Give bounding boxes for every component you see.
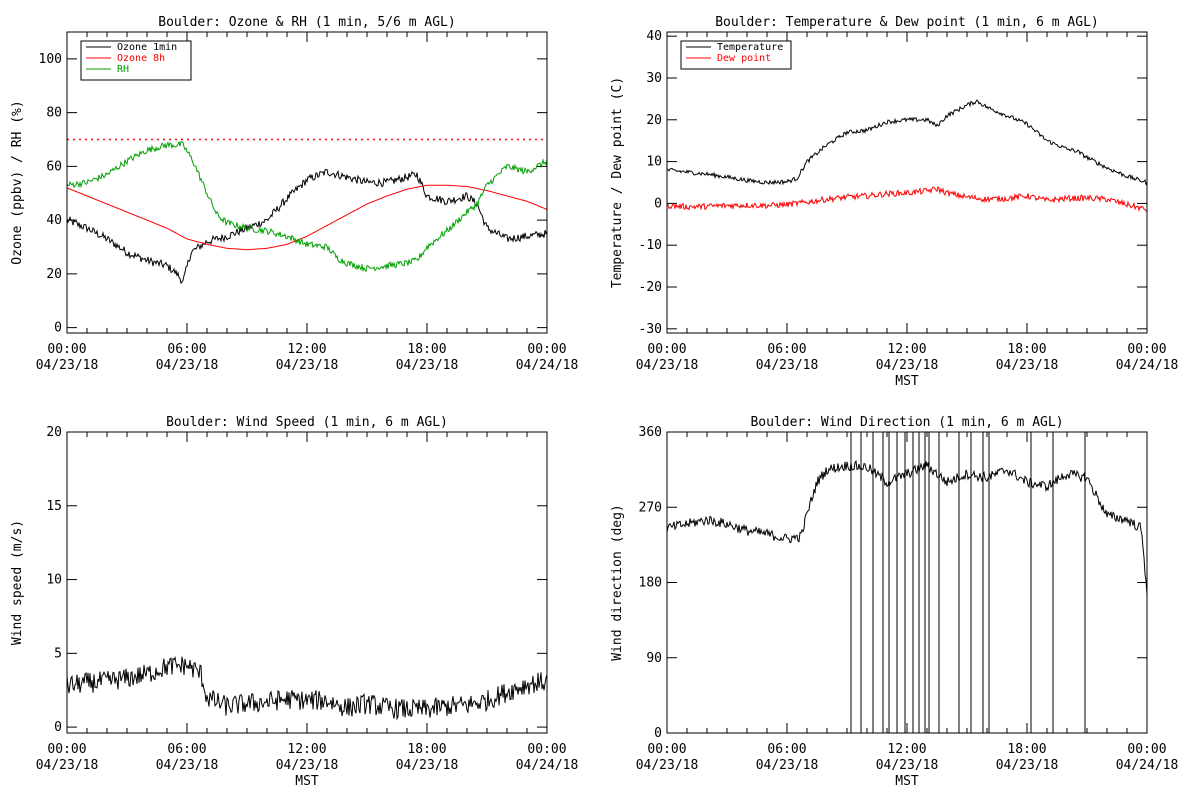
x-tick-label-time: 06:00 xyxy=(767,742,806,757)
x-tick-label-date: 04/23/18 xyxy=(876,758,939,773)
series-line-main xyxy=(667,459,1147,595)
x-tick-label-time: 18:00 xyxy=(407,742,446,757)
legend-entry: Temperature xyxy=(717,42,783,53)
x-axis-label: MST xyxy=(295,774,319,789)
x-tick-label-date: 04/23/18 xyxy=(396,758,459,773)
legend-box xyxy=(680,40,792,70)
x-tick-label-time: 00:00 xyxy=(647,342,686,357)
plot-frame xyxy=(66,31,548,334)
x-tick-label-date: 04/23/18 xyxy=(876,358,939,373)
x-tick-label-time: 00:00 xyxy=(47,342,86,357)
x-tick-label-date: 04/23/18 xyxy=(636,758,699,773)
chart-panel-temp_dew: Boulder: Temperature & Dew point (1 min,… xyxy=(610,15,1178,389)
y-tick-label: 5 xyxy=(54,646,62,661)
y-tick-label: 15 xyxy=(46,499,62,514)
y-tick-label: 0 xyxy=(54,720,62,735)
series-line-main xyxy=(67,656,547,721)
x-tick-label-date: 04/23/18 xyxy=(156,358,219,373)
plot-frame xyxy=(66,431,548,734)
x-tick-label-time: 12:00 xyxy=(887,742,926,757)
y-axis-label: Temperature / Dew point (C) xyxy=(610,77,625,288)
plot-frame xyxy=(666,431,1148,734)
y-tick-label: -20 xyxy=(639,280,662,295)
x-tick-label-time: 12:00 xyxy=(287,342,326,357)
x-tick-label-date: 04/23/18 xyxy=(36,358,99,373)
x-tick-label-time: 12:00 xyxy=(287,742,326,757)
x-tick-label-time: 00:00 xyxy=(1127,742,1166,757)
y-tick-label: 60 xyxy=(46,159,62,174)
chart-title: Boulder: Temperature & Dew point (1 min,… xyxy=(715,15,1099,30)
y-tick-label: 10 xyxy=(46,573,62,588)
x-tick-label-time: 06:00 xyxy=(167,342,206,357)
y-tick-label: 30 xyxy=(646,71,662,86)
x-tick-label-time: 18:00 xyxy=(407,342,446,357)
y-tick-label: 80 xyxy=(46,106,62,121)
series-line-rh xyxy=(67,140,547,273)
x-tick-label-time: 18:00 xyxy=(1007,742,1046,757)
y-tick-label: 180 xyxy=(639,576,662,591)
x-tick-label-time: 00:00 xyxy=(527,742,566,757)
y-axis-label: Wind speed (m/s) xyxy=(10,520,25,645)
x-axis-label: MST xyxy=(895,374,919,389)
x-tick-label-time: 00:00 xyxy=(47,742,86,757)
x-tick-label-date: 04/24/18 xyxy=(1116,758,1179,773)
x-tick-label-date: 04/23/18 xyxy=(36,758,99,773)
chart-panel-wind_dir: Boulder: Wind Direction (1 min, 6 m AGL)… xyxy=(610,415,1178,789)
y-tick-label: 0 xyxy=(54,321,62,336)
x-tick-label-date: 04/24/18 xyxy=(516,358,579,373)
y-tick-label: 20 xyxy=(46,267,62,282)
x-tick-label-date: 04/23/18 xyxy=(756,758,819,773)
x-tick-label-date: 04/24/18 xyxy=(516,758,579,773)
chart-panel-ozone_rh: Boulder: Ozone & RH (1 min, 5/6 m AGL) Oz… xyxy=(10,15,578,373)
x-tick-label-time: 00:00 xyxy=(527,342,566,357)
legend-entry: Dew point xyxy=(717,53,771,64)
legend-entry: Ozone 8h xyxy=(117,53,165,64)
x-tick-label-date: 04/23/18 xyxy=(276,358,339,373)
x-tick-label-date: 04/23/18 xyxy=(636,358,699,373)
plot-frame xyxy=(666,31,1148,334)
y-tick-label: 360 xyxy=(639,425,662,440)
x-tick-label-time: 00:00 xyxy=(647,742,686,757)
series-line-ozone-1min xyxy=(67,168,547,285)
y-tick-label: 270 xyxy=(639,500,662,515)
y-tick-label: 90 xyxy=(646,651,662,666)
x-tick-label-date: 04/23/18 xyxy=(996,758,1059,773)
x-tick-label-time: 06:00 xyxy=(167,742,206,757)
x-tick-label-date: 04/23/18 xyxy=(276,758,339,773)
y-tick-label: 10 xyxy=(646,155,662,170)
x-tick-label-time: 18:00 xyxy=(1007,342,1046,357)
y-tick-label: 40 xyxy=(646,29,662,44)
x-tick-label-date: 04/23/18 xyxy=(756,358,819,373)
x-axis-label: MST xyxy=(895,774,919,789)
x-tick-label-date: 04/23/18 xyxy=(396,358,459,373)
x-tick-label-date: 04/23/18 xyxy=(996,358,1059,373)
x-tick-label-date: 04/23/18 xyxy=(156,758,219,773)
y-axis-label: Ozone (ppbv) / RH (%) xyxy=(10,100,25,264)
y-tick-label: 100 xyxy=(39,52,62,67)
y-tick-label: 40 xyxy=(46,213,62,228)
chart-title: Boulder: Ozone & RH (1 min, 5/6 m AGL) xyxy=(158,15,455,30)
y-tick-label: -30 xyxy=(639,322,662,337)
y-tick-label: -10 xyxy=(639,238,662,253)
x-tick-label-time: 12:00 xyxy=(887,342,926,357)
x-tick-label-time: 00:00 xyxy=(1127,342,1166,357)
legend-entry: Ozone 1min xyxy=(117,42,177,53)
series-line-temperature xyxy=(667,99,1147,186)
y-tick-label: 0 xyxy=(654,726,662,741)
y-tick-label: 20 xyxy=(46,425,62,440)
series-line-dew-point xyxy=(667,185,1147,213)
y-axis-label: Wind direction (deg) xyxy=(610,504,625,661)
x-tick-label-date: 04/24/18 xyxy=(1116,358,1179,373)
chart-title: Boulder: Wind Speed (1 min, 6 m AGL) xyxy=(166,415,448,430)
legend-entry: RH xyxy=(117,64,129,75)
chart-panel-wind_speed: Boulder: Wind Speed (1 min, 6 m AGL) Wind… xyxy=(10,415,578,789)
chart-title: Boulder: Wind Direction (1 min, 6 m AGL) xyxy=(750,415,1063,430)
y-tick-label: 20 xyxy=(646,113,662,128)
series-line-ozone-8h xyxy=(67,184,547,251)
x-tick-label-time: 06:00 xyxy=(767,342,806,357)
y-tick-label: 0 xyxy=(654,196,662,211)
